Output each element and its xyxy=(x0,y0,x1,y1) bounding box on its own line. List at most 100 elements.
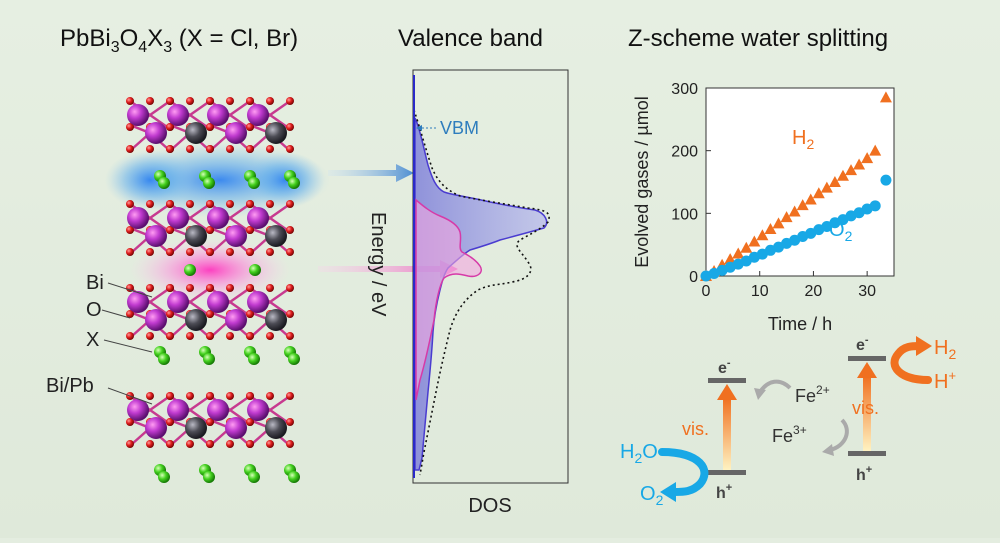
oxygen-atom xyxy=(266,284,274,292)
oxygen-atom xyxy=(226,440,234,448)
oxygen-atom xyxy=(286,200,294,208)
bond xyxy=(269,286,291,304)
dos-axis-label: DOS xyxy=(468,495,511,517)
right-to-fe3-arrow-head xyxy=(822,444,834,456)
right-vis-label: vis. xyxy=(852,398,879,418)
structure-title: PbBi3O4X3 (X = Cl, Br) xyxy=(60,25,298,56)
lead-bismuth-atom xyxy=(225,225,247,247)
oxygen-atom xyxy=(286,418,294,426)
bismuth-atom xyxy=(127,104,149,126)
oxygen-atom xyxy=(126,123,134,131)
halide-glow-blue xyxy=(245,152,325,208)
y-tick-label: 200 xyxy=(671,144,698,161)
bismuth-atom xyxy=(247,399,269,421)
chart-x-axis-label: Time / h xyxy=(768,314,832,334)
h2-data-point xyxy=(756,229,769,241)
oxygen-atom xyxy=(126,248,134,256)
oxygen-atom xyxy=(246,145,254,153)
lead-bismuth-atom xyxy=(145,417,167,439)
oxygen-atom xyxy=(286,310,294,318)
oxygen-atom xyxy=(246,332,254,340)
oxygen-atom xyxy=(286,392,294,400)
oxygen-atom xyxy=(266,392,274,400)
oxygen-atom xyxy=(286,332,294,340)
left-excitation-arrow-head xyxy=(717,384,737,400)
oxygen-atom xyxy=(266,97,274,105)
water-oxidation-arrow-head xyxy=(660,482,676,502)
oxygen-atom xyxy=(286,145,294,153)
bismuth-atom xyxy=(207,291,229,313)
lead-bismuth-atom xyxy=(265,225,287,247)
h2-data-point xyxy=(796,199,809,211)
oxygen-atom xyxy=(166,145,174,153)
left-vis-label: vis. xyxy=(682,419,709,439)
lead-bismuth-atom xyxy=(185,225,207,247)
h2o-label: H2O xyxy=(620,441,658,466)
halide-atom xyxy=(288,471,300,483)
lead-bismuth-atom xyxy=(265,122,287,144)
bi-glow-pink xyxy=(130,238,290,302)
oxygen-atom xyxy=(206,145,214,153)
oxygen-atom xyxy=(166,200,174,208)
oxygen-atom xyxy=(186,200,194,208)
oxygen-atom xyxy=(226,200,234,208)
bond xyxy=(229,394,251,412)
lead-bismuth-atom xyxy=(145,309,167,331)
oxygen-atom xyxy=(286,284,294,292)
oxygen-atom xyxy=(246,440,254,448)
bismuth-atom xyxy=(167,291,189,313)
halide-atom xyxy=(288,177,300,189)
h2-data-point xyxy=(845,164,858,176)
arrow-to-vbm xyxy=(328,164,414,182)
oxygen-atom xyxy=(186,97,194,105)
bond xyxy=(269,394,291,412)
lead-bismuth-atom xyxy=(265,417,287,439)
left-electron-label: e- xyxy=(718,357,731,377)
halide-atom xyxy=(203,471,215,483)
oxygen-atom xyxy=(186,145,194,153)
bismuth-atom xyxy=(127,399,149,421)
oxygen-atom xyxy=(266,145,274,153)
bond xyxy=(229,286,251,304)
y-tick-label: 300 xyxy=(671,81,698,98)
oxygen-atom xyxy=(266,200,274,208)
oxygen-atom xyxy=(166,440,174,448)
halide-atom xyxy=(248,177,260,189)
h2-data-point xyxy=(861,152,874,164)
h2-data-point xyxy=(748,235,761,247)
oxygen-atom xyxy=(206,332,214,340)
left-cb-level xyxy=(708,378,746,383)
oxygen-atom xyxy=(126,200,134,208)
right-excitation-arrow-head xyxy=(857,362,877,378)
leader-line-bi-pb xyxy=(107,387,153,405)
oxygen-atom xyxy=(246,200,254,208)
valence-band-title: Valence band xyxy=(398,25,543,52)
h2-data-point xyxy=(804,193,817,205)
oxygen-atom xyxy=(166,284,174,292)
oxygen-atom xyxy=(286,226,294,234)
bond xyxy=(189,286,211,304)
oxygen-atom xyxy=(186,284,194,292)
oxygen-atom xyxy=(286,440,294,448)
oxygen-atom xyxy=(166,418,174,426)
bismuth-atom xyxy=(247,104,269,126)
bismuth-atom xyxy=(167,399,189,421)
label-bi-pb: Bi/Pb xyxy=(46,375,94,397)
halide-atom xyxy=(203,177,215,189)
oxygen-atom xyxy=(186,440,194,448)
oxygen-atom xyxy=(226,332,234,340)
fe2-label: Fe2+ xyxy=(795,383,830,406)
right-to-fe3-arrow xyxy=(829,418,849,452)
chart-plot-area xyxy=(705,87,895,277)
h2-data-point xyxy=(820,181,833,193)
oxygen-atom xyxy=(146,332,154,340)
oxygen-atom xyxy=(166,248,174,256)
lead-bismuth-atom xyxy=(185,309,207,331)
halide-atom xyxy=(248,471,260,483)
oxygen-atom xyxy=(126,440,134,448)
bond xyxy=(189,202,211,220)
left-excitation-arrow xyxy=(723,398,731,470)
oxygen-atom xyxy=(186,332,194,340)
bond xyxy=(149,202,171,220)
